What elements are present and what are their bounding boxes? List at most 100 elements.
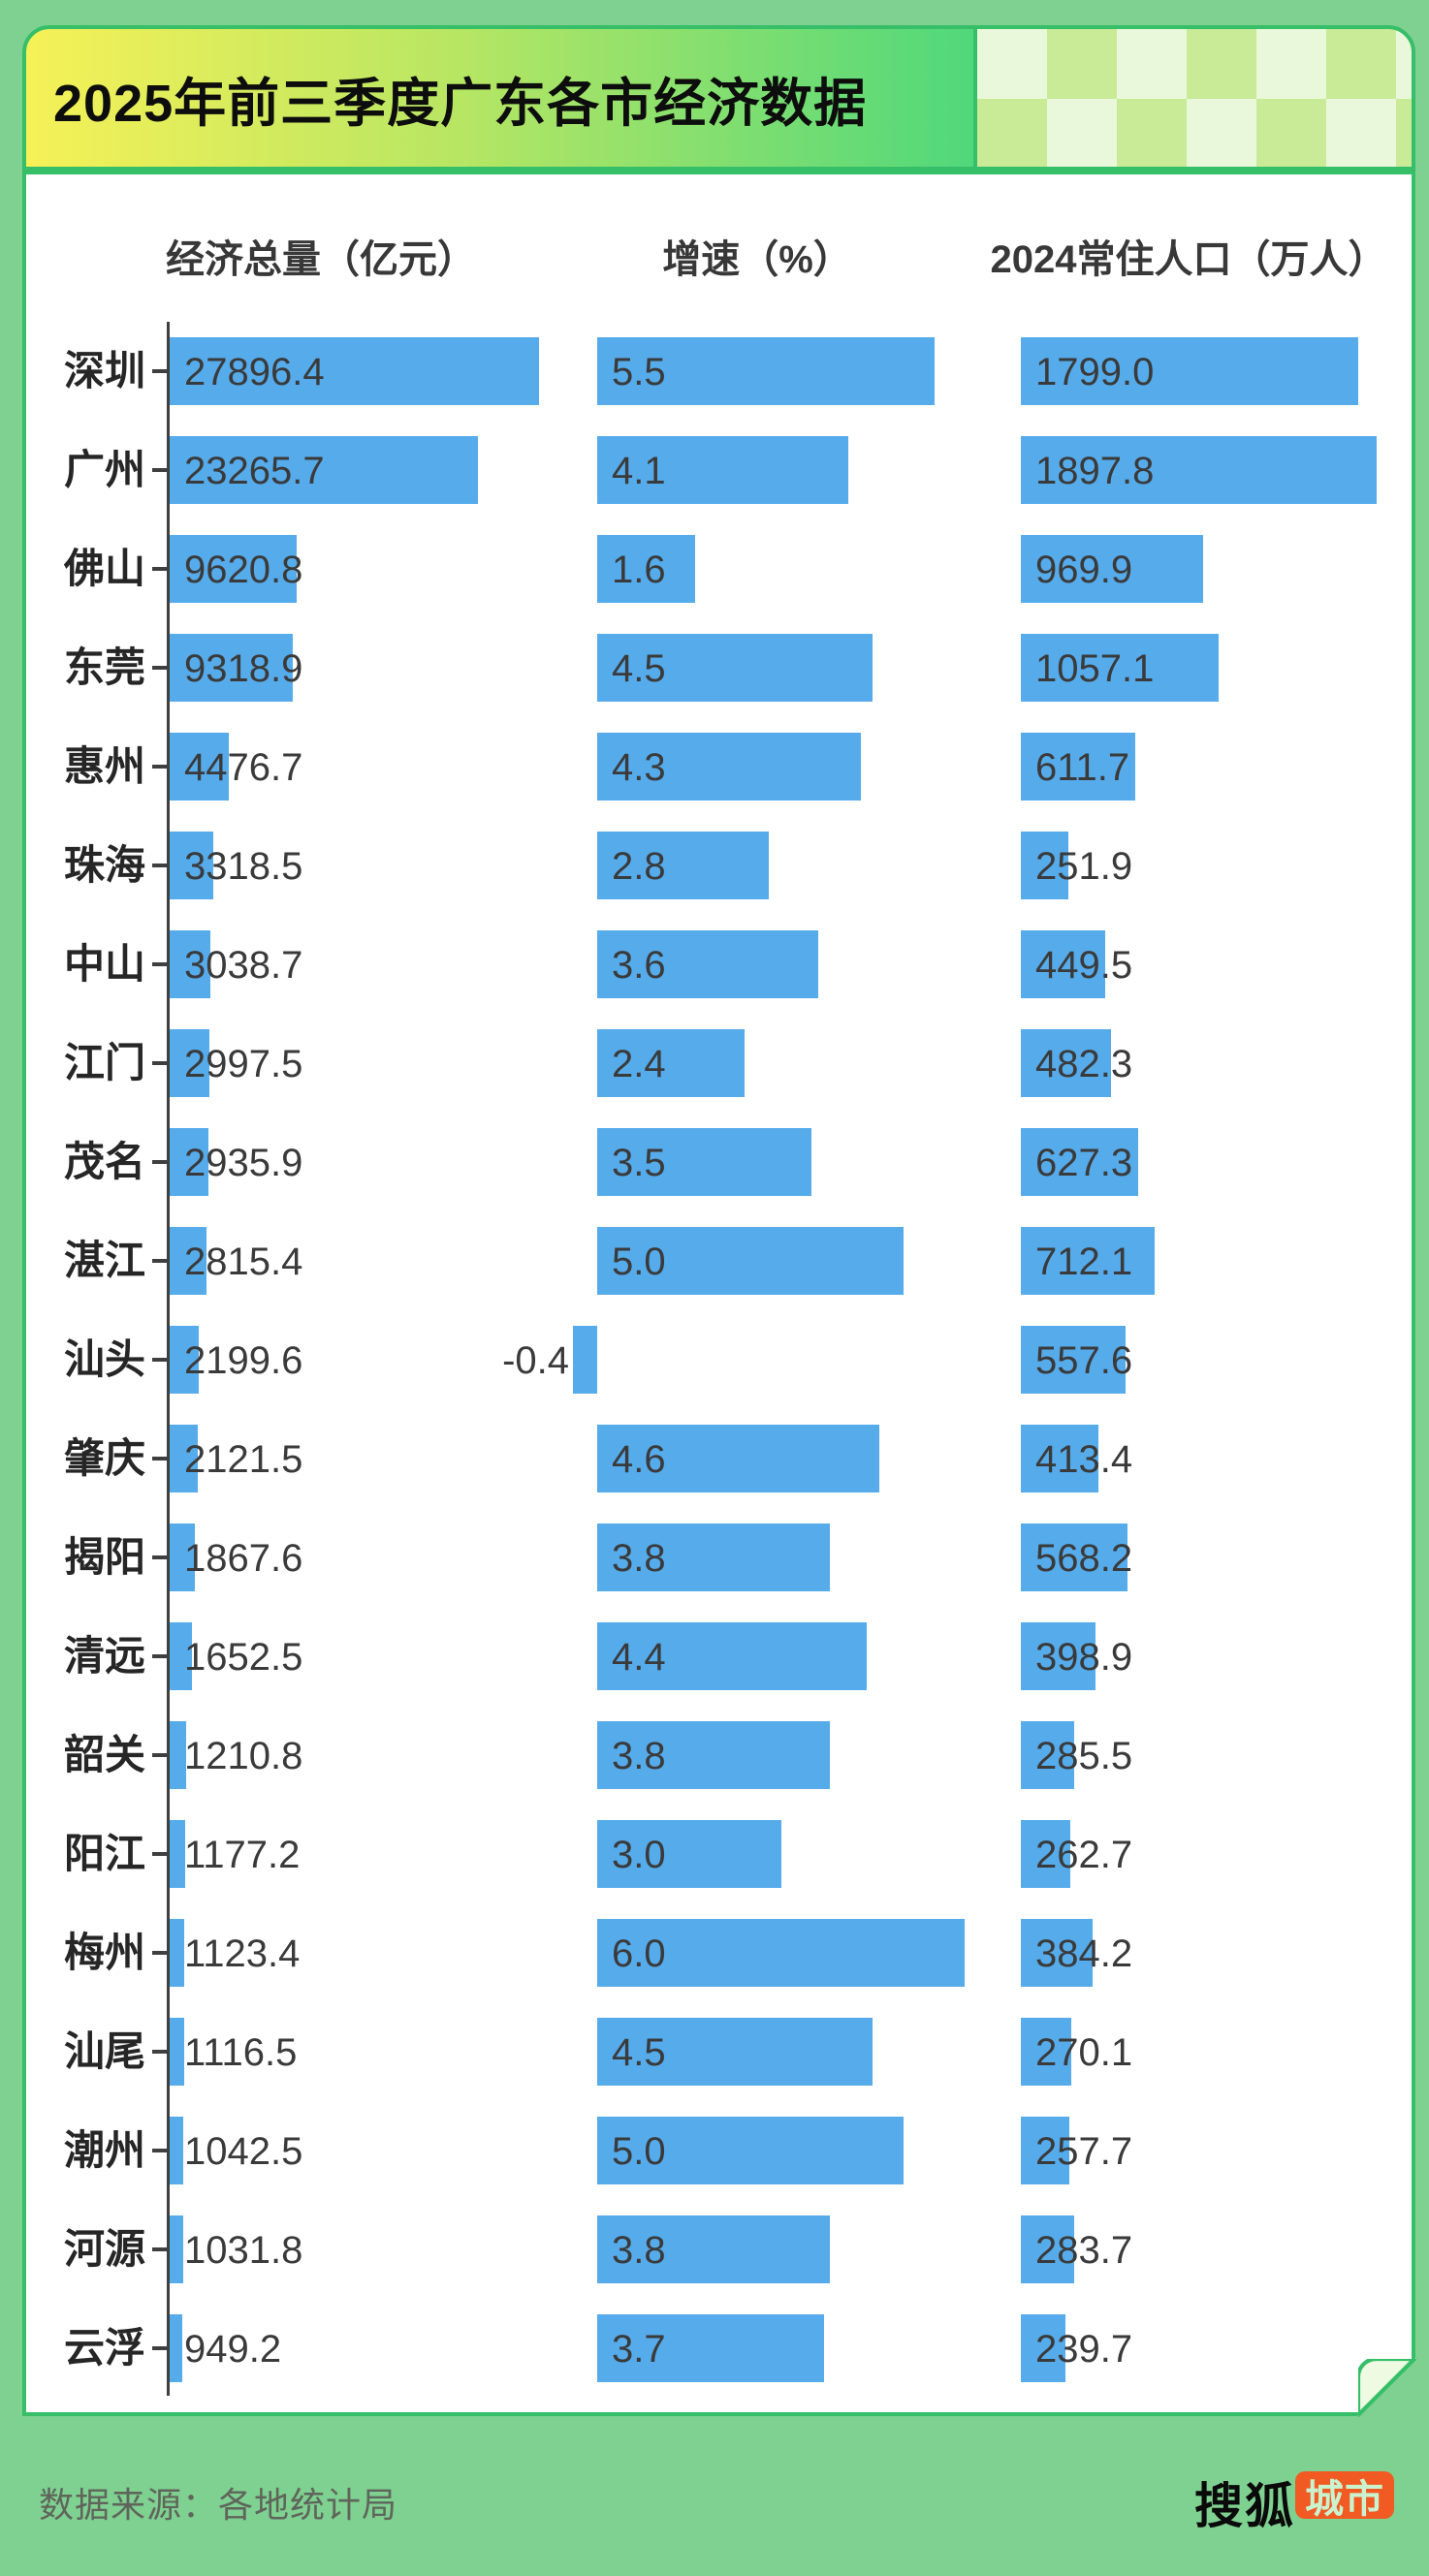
bar	[1021, 2117, 1069, 2184]
city-label: 东莞	[63, 644, 145, 690]
bar	[1021, 1721, 1074, 1789]
city-label: 潮州	[63, 2127, 145, 2173]
value-label: 5.0	[612, 1241, 666, 1283]
bar	[597, 2117, 904, 2184]
value-label: 712.1	[1035, 1241, 1133, 1283]
bar	[170, 1524, 195, 1591]
bar	[597, 2215, 830, 2283]
bar	[597, 1029, 745, 1097]
city-label: 江门	[63, 1040, 145, 1085]
value-label: 3.8	[612, 1537, 666, 1580]
bar	[170, 2117, 183, 2184]
bar	[1021, 1919, 1093, 1987]
value-label: 398.9	[1035, 1636, 1133, 1679]
value-label: 257.7	[1035, 2130, 1133, 2173]
bar	[1021, 1425, 1098, 1492]
bar	[170, 1721, 186, 1789]
bar	[597, 634, 873, 702]
column-header-economy: 经济总量（亿元）	[166, 238, 476, 281]
bar	[597, 2018, 873, 2086]
tick-mark	[152, 962, 167, 966]
bar	[170, 1425, 198, 1492]
bar	[1021, 1326, 1126, 1394]
column-header-growth: 增速（%）	[662, 238, 852, 281]
city-label: 河源	[63, 2226, 145, 2272]
value-label: 1116.5	[184, 2031, 298, 2074]
city-label: 深圳	[63, 348, 145, 393]
value-label: 3.8	[612, 2229, 666, 2272]
bar	[170, 1622, 192, 1690]
value-label: 2815.4	[184, 1241, 303, 1283]
value-label: -0.4	[502, 1339, 569, 1382]
value-label: 2997.5	[184, 1043, 303, 1085]
table-row: 梅州 1123.4 6.0 384.2	[0, 1919, 1429, 1987]
value-label: 1123.4	[184, 1932, 301, 1975]
tick-mark	[152, 468, 167, 472]
value-label: 1.6	[612, 549, 666, 591]
tick-mark	[152, 1358, 167, 1362]
bar	[170, 1227, 206, 1295]
bar	[1021, 1029, 1111, 1097]
tick-mark	[152, 2247, 167, 2251]
value-label: 413.4	[1035, 1438, 1133, 1481]
bar	[597, 2314, 824, 2382]
bar	[170, 1128, 208, 1196]
bar	[1021, 1820, 1070, 1888]
value-label: 5.5	[612, 351, 666, 393]
bar	[573, 1326, 597, 1394]
value-label: 1210.8	[184, 1735, 303, 1777]
tick-mark	[152, 765, 167, 769]
table-row: 珠海 3318.5 2.8 251.9	[0, 832, 1429, 899]
city-label: 汕头	[63, 1336, 145, 1382]
table-row: 汕头 2199.6 -0.4 557.6	[0, 1326, 1429, 1394]
table-row: 茂名 2935.9 3.5 627.3	[0, 1128, 1429, 1196]
bar	[597, 1128, 811, 1196]
bar	[1021, 1128, 1138, 1196]
city-label: 汕尾	[63, 2028, 145, 2074]
tick-mark	[152, 1753, 167, 1757]
bar	[597, 1227, 904, 1295]
city-label: 清远	[63, 1633, 145, 1679]
bar	[1021, 634, 1219, 702]
bar	[170, 733, 229, 801]
value-label: 3.7	[612, 2328, 666, 2371]
city-label: 揭阳	[63, 1534, 145, 1580]
table-row: 韶关 1210.8 3.8 285.5	[0, 1721, 1429, 1789]
value-label: 4.4	[612, 1636, 666, 1679]
value-label: 3038.7	[184, 944, 303, 987]
value-label: 1057.1	[1035, 647, 1155, 690]
tick-mark	[152, 369, 167, 373]
bar	[170, 2215, 183, 2283]
value-label: 2.8	[612, 845, 666, 888]
bar	[597, 832, 769, 899]
value-label: 262.7	[1035, 1834, 1133, 1876]
value-label: 4.3	[612, 746, 666, 789]
tick-mark	[152, 2149, 167, 2152]
tick-mark	[152, 1457, 167, 1461]
city-label: 肇庆	[63, 1435, 145, 1481]
bar	[170, 832, 213, 899]
value-label: 5.0	[612, 2130, 666, 2173]
value-label: 9620.8	[184, 549, 303, 591]
value-label: 627.3	[1035, 1142, 1133, 1184]
bar	[597, 1820, 781, 1888]
table-row: 云浮 949.2 3.7 239.7	[0, 2314, 1429, 2382]
table-row: 揭阳 1867.6 3.8 568.2	[0, 1524, 1429, 1591]
tick-mark	[152, 1951, 167, 1955]
value-label: 949.2	[184, 2328, 282, 2371]
bar	[170, 1326, 199, 1394]
value-label: 283.7	[1035, 2229, 1133, 2272]
value-label: 449.5	[1035, 944, 1133, 987]
table-row: 清远 1652.5 4.4 398.9	[0, 1622, 1429, 1690]
table-row: 湛江 2815.4 5.0 712.1	[0, 1227, 1429, 1295]
bar	[1021, 1227, 1155, 1295]
bar	[1021, 2018, 1071, 2086]
value-label: 3.8	[612, 1735, 666, 1777]
bar	[1021, 2215, 1074, 2283]
city-label: 云浮	[63, 2325, 145, 2371]
value-label: 1897.8	[1035, 450, 1155, 492]
city-label: 梅州	[63, 1930, 145, 1975]
value-label: 1042.5	[184, 2130, 303, 2173]
value-label: 285.5	[1035, 1735, 1133, 1777]
